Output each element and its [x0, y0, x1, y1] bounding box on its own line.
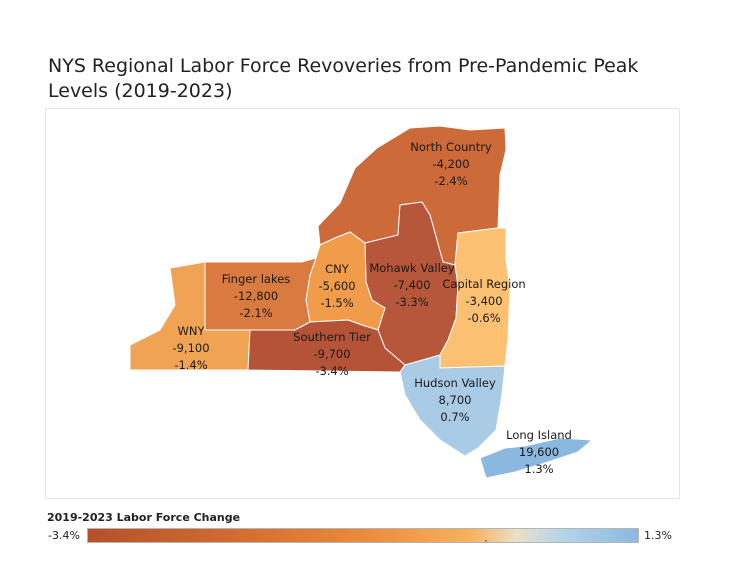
region-hudson-valley[interactable] [399, 354, 506, 457]
region-pct: -2.1% [239, 306, 272, 320]
region-name: Southern Tier [293, 330, 371, 344]
label-mohawk-valley: Mohawk Valley -7,400 -3.3% [369, 261, 455, 309]
region-change: -5,600 [318, 279, 355, 293]
region-pct: -3.4% [315, 364, 348, 378]
region-name: Mohawk Valley [369, 261, 455, 275]
region-pct: 0.7% [440, 410, 469, 424]
legend-title: 2019-2023 Labor Force Change [47, 511, 241, 524]
region-change: -7,400 [393, 278, 430, 292]
map-title: NYS Regional Labor Force Revoveries from… [48, 55, 639, 102]
region-name: Finger lakes [222, 272, 291, 286]
region-name: Hudson Valley [414, 376, 496, 390]
region-wny[interactable] [129, 261, 251, 371]
region-change: -12,800 [234, 289, 278, 303]
label-capital-region: Capital Region -3,400 -0.6% [442, 277, 525, 325]
region-name: Capital Region [442, 277, 525, 291]
region-change: -9,100 [172, 341, 209, 355]
region-change: -3,400 [465, 294, 502, 308]
region-name: Long Island [506, 428, 572, 442]
region-name: North Country [410, 140, 492, 154]
label-cny: CNY -5,600 -1.5% [318, 262, 355, 310]
region-southern-tier[interactable] [247, 319, 406, 373]
region-change: -9,700 [313, 347, 350, 361]
region-change: 19,600 [519, 445, 559, 459]
region-pct: -1.5% [320, 296, 353, 310]
region-change: -4,200 [432, 157, 469, 171]
label-southern-tier: Southern Tier -9,700 -3.4% [293, 330, 371, 378]
region-pct: -3.3% [395, 295, 428, 309]
legend-color-bar [87, 528, 639, 543]
region-change: 8,700 [439, 393, 472, 407]
region-pct: -2.4% [434, 174, 467, 188]
label-north-country: North Country -4,200 -2.4% [410, 140, 492, 188]
region-pct: -1.4% [174, 358, 207, 372]
region-pct: 1.3% [524, 462, 553, 476]
legend-zero-tick [485, 540, 487, 542]
legend-max-label: 1.3% [644, 529, 672, 542]
map-frame [45, 108, 680, 499]
region-long-island[interactable] [479, 437, 594, 479]
label-hudson-valley: Hudson Valley 8,700 0.7% [414, 376, 496, 424]
region-name: CNY [325, 262, 350, 276]
label-wny: WNY -9,100 -1.4% [172, 324, 209, 372]
region-name: WNY [178, 324, 206, 338]
label-finger-lakes: Finger lakes -12,800 -2.1% [222, 272, 291, 320]
label-long-island: Long Island 19,600 1.3% [506, 428, 572, 476]
region-pct: -0.6% [467, 311, 500, 325]
legend-min-label: -3.4% [48, 529, 80, 542]
